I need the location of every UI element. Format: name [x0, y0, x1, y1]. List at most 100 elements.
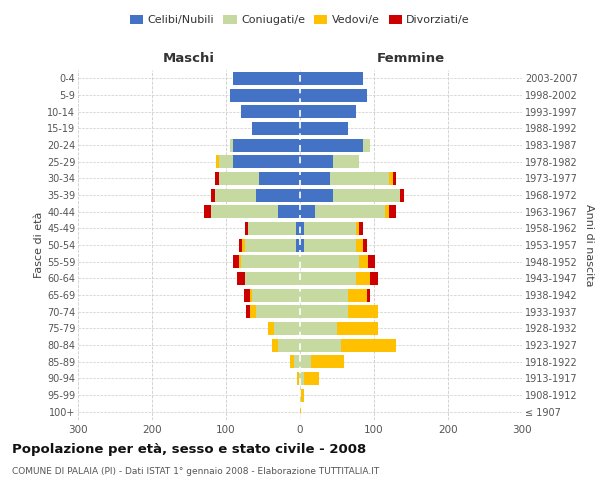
Bar: [389, 172, 392, 185]
Bar: [217, 155, 218, 168]
Bar: [239, 255, 241, 268]
Bar: [296, 238, 300, 252]
Bar: [300, 272, 356, 285]
Bar: [297, 372, 299, 385]
Bar: [250, 288, 252, 302]
Bar: [250, 305, 256, 318]
Bar: [256, 305, 300, 318]
Bar: [334, 155, 359, 168]
Bar: [278, 205, 300, 218]
Bar: [215, 188, 256, 202]
Bar: [329, 172, 389, 185]
Bar: [400, 188, 404, 202]
Bar: [300, 105, 356, 118]
Bar: [233, 155, 300, 168]
Bar: [241, 255, 300, 268]
Bar: [248, 222, 296, 235]
Bar: [300, 88, 367, 102]
Bar: [370, 272, 378, 285]
Y-axis label: Anni di nascita: Anni di nascita: [584, 204, 595, 286]
Bar: [272, 338, 278, 351]
Bar: [300, 222, 304, 235]
Bar: [392, 172, 396, 185]
Bar: [259, 172, 300, 185]
Bar: [300, 72, 363, 85]
Bar: [204, 205, 211, 218]
Bar: [300, 155, 334, 168]
Bar: [300, 122, 348, 135]
Bar: [218, 172, 259, 185]
Text: COMUNE DI PALAIA (PI) - Dati ISTAT 1° gennaio 2008 - Elaborazione TUTTITALIA.IT: COMUNE DI PALAIA (PI) - Dati ISTAT 1° ge…: [12, 468, 379, 476]
Legend: Celibi/Nubili, Coniugati/e, Vedovi/e, Divorziati/e: Celibi/Nubili, Coniugati/e, Vedovi/e, Di…: [125, 10, 475, 30]
Bar: [300, 188, 334, 202]
Bar: [245, 238, 296, 252]
Bar: [230, 88, 300, 102]
Bar: [215, 172, 218, 185]
Bar: [237, 272, 245, 285]
Bar: [252, 288, 300, 302]
Bar: [300, 138, 363, 151]
Bar: [300, 238, 304, 252]
Bar: [300, 322, 337, 335]
Bar: [300, 405, 301, 418]
Bar: [218, 155, 233, 168]
Bar: [389, 205, 396, 218]
Bar: [290, 355, 294, 368]
Bar: [356, 272, 370, 285]
Bar: [300, 288, 348, 302]
Text: Popolazione per età, sesso e stato civile - 2008: Popolazione per età, sesso e stato civil…: [12, 442, 366, 456]
Bar: [304, 238, 356, 252]
Bar: [300, 338, 341, 351]
Bar: [300, 205, 315, 218]
Text: Maschi: Maschi: [163, 52, 215, 65]
Bar: [246, 305, 250, 318]
Bar: [304, 372, 319, 385]
Bar: [268, 322, 274, 335]
Bar: [385, 205, 389, 218]
Bar: [252, 122, 300, 135]
Bar: [359, 222, 363, 235]
Bar: [245, 272, 300, 285]
Bar: [368, 255, 376, 268]
Bar: [242, 238, 245, 252]
Bar: [244, 288, 250, 302]
Bar: [363, 138, 370, 151]
Bar: [311, 355, 344, 368]
Bar: [233, 138, 300, 151]
Bar: [334, 188, 400, 202]
Bar: [239, 238, 242, 252]
Bar: [300, 305, 348, 318]
Bar: [241, 105, 300, 118]
Bar: [348, 305, 378, 318]
Bar: [348, 288, 367, 302]
Bar: [211, 188, 215, 202]
Bar: [356, 238, 363, 252]
Bar: [304, 222, 356, 235]
Bar: [299, 372, 300, 385]
Bar: [245, 222, 248, 235]
Bar: [363, 238, 367, 252]
Bar: [296, 222, 300, 235]
Bar: [301, 388, 304, 402]
Bar: [367, 288, 370, 302]
Bar: [300, 372, 304, 385]
Bar: [278, 338, 300, 351]
Text: Femmine: Femmine: [377, 52, 445, 65]
Bar: [256, 188, 300, 202]
Bar: [230, 138, 233, 151]
Bar: [300, 255, 359, 268]
Bar: [274, 322, 300, 335]
Y-axis label: Fasce di età: Fasce di età: [34, 212, 44, 278]
Bar: [300, 355, 311, 368]
Bar: [315, 205, 385, 218]
Bar: [341, 338, 396, 351]
Bar: [233, 72, 300, 85]
Bar: [359, 255, 368, 268]
Bar: [300, 172, 329, 185]
Bar: [233, 255, 239, 268]
Bar: [211, 205, 278, 218]
Bar: [300, 388, 301, 402]
Bar: [337, 322, 378, 335]
Bar: [356, 222, 359, 235]
Bar: [294, 355, 300, 368]
